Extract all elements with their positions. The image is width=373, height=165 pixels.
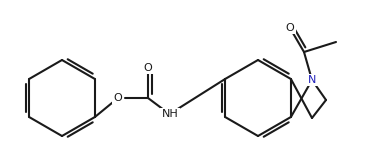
Text: NH: NH: [162, 109, 178, 119]
Text: O: O: [144, 63, 153, 73]
Text: O: O: [114, 93, 122, 103]
Text: O: O: [286, 23, 294, 33]
Text: N: N: [308, 75, 316, 85]
